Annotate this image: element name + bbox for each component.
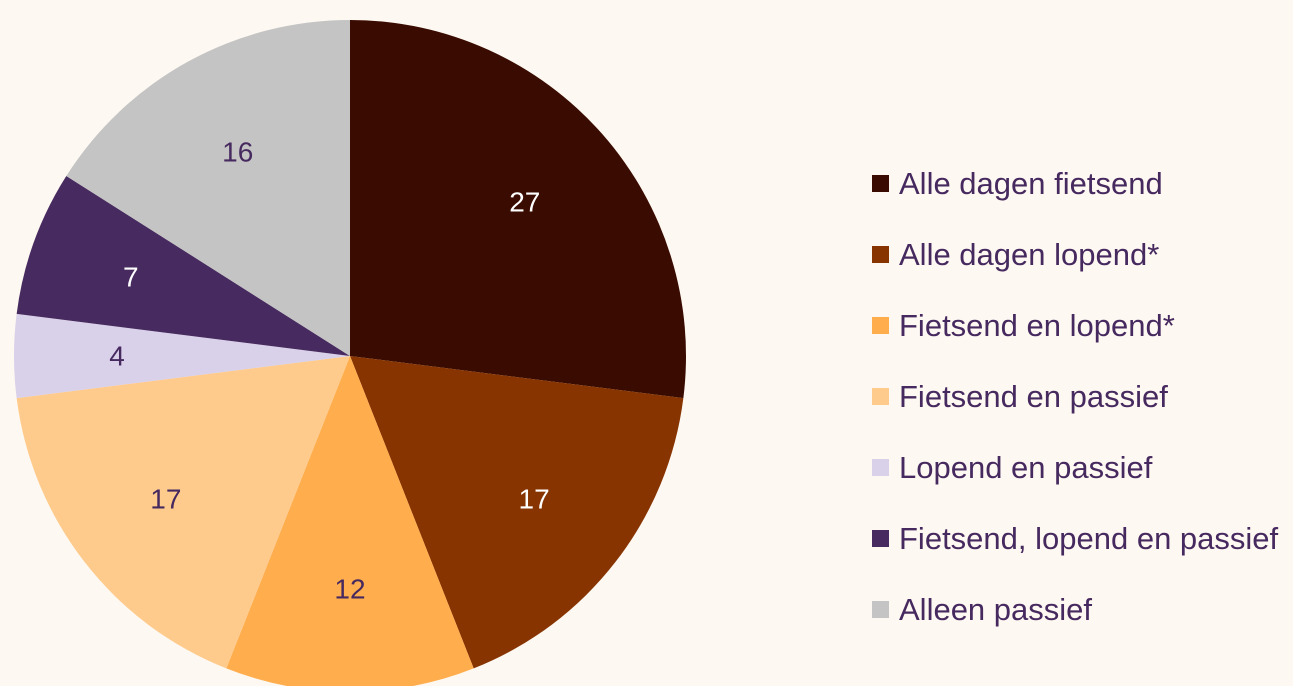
legend-label: Fietsend en passief xyxy=(899,378,1168,414)
legend-swatch xyxy=(872,317,889,334)
pie-slice xyxy=(14,313,350,399)
legend-item: Fietsend en passief xyxy=(872,361,1278,432)
legend-swatch xyxy=(872,175,889,192)
pie-slice xyxy=(226,356,474,686)
legend-item: Fietsend, lopend en passief xyxy=(872,503,1278,574)
legend-label: Lopend en passief xyxy=(899,449,1153,485)
legend-label: Fietsend en lopend* xyxy=(899,307,1175,343)
slice-value-label: 12 xyxy=(334,574,365,605)
slice-value-label: 27 xyxy=(509,186,540,217)
pie-slice xyxy=(16,356,351,669)
legend-label: Fietsend, lopend en passief xyxy=(899,520,1279,556)
legend-item: Fietsend en lopend* xyxy=(872,290,1278,361)
slice-value-label: 4 xyxy=(109,341,125,372)
pie-slice xyxy=(66,20,350,356)
chart-legend: Alle dagen fietsend Alle dagen lopend* Fie… xyxy=(872,148,1278,645)
legend-swatch xyxy=(872,459,889,476)
legend-item: Alle dagen lopend* xyxy=(872,219,1278,290)
legend-swatch xyxy=(872,530,889,547)
slice-value-label: 17 xyxy=(150,483,181,514)
legend-item: Alleen passief xyxy=(872,574,1278,645)
slice-value-label: 17 xyxy=(519,483,550,514)
slice-value-label: 7 xyxy=(123,262,139,293)
pie-value-labels: 27 17 12 17 4 7 16 xyxy=(109,136,549,604)
legend-item: Alle dagen fietsend xyxy=(872,148,1278,219)
slice-value-label: 16 xyxy=(222,136,253,167)
legend-swatch xyxy=(872,246,889,263)
pie-slice xyxy=(350,20,686,399)
legend-swatch xyxy=(872,601,889,618)
legend-label: Alle dagen fietsend xyxy=(899,165,1163,201)
legend-label: Alle dagen lopend* xyxy=(899,236,1160,272)
pie-slice xyxy=(350,356,684,669)
pie-slice xyxy=(16,175,351,356)
pie-slices xyxy=(14,20,686,686)
legend-item: Lopend en passief xyxy=(872,432,1278,503)
legend-swatch xyxy=(872,388,889,405)
legend-label: Alleen passief xyxy=(899,591,1093,627)
